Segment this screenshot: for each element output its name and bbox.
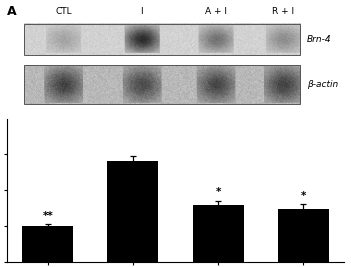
Text: A: A: [7, 5, 16, 18]
Bar: [22, 226, 73, 262]
Text: *: *: [300, 191, 306, 201]
Text: *: *: [216, 187, 221, 197]
Bar: [192, 205, 244, 262]
Bar: [107, 160, 159, 262]
Text: R + I: R + I: [272, 7, 294, 16]
Bar: [24, 24, 300, 55]
Text: A + I: A + I: [205, 7, 227, 16]
Bar: [24, 65, 300, 104]
Text: I: I: [140, 7, 143, 16]
Bar: [278, 209, 329, 262]
Text: β-actin: β-actin: [307, 80, 338, 89]
Text: CTL: CTL: [56, 7, 73, 16]
Text: **: **: [42, 211, 53, 221]
Text: Brn-4: Brn-4: [307, 35, 332, 44]
